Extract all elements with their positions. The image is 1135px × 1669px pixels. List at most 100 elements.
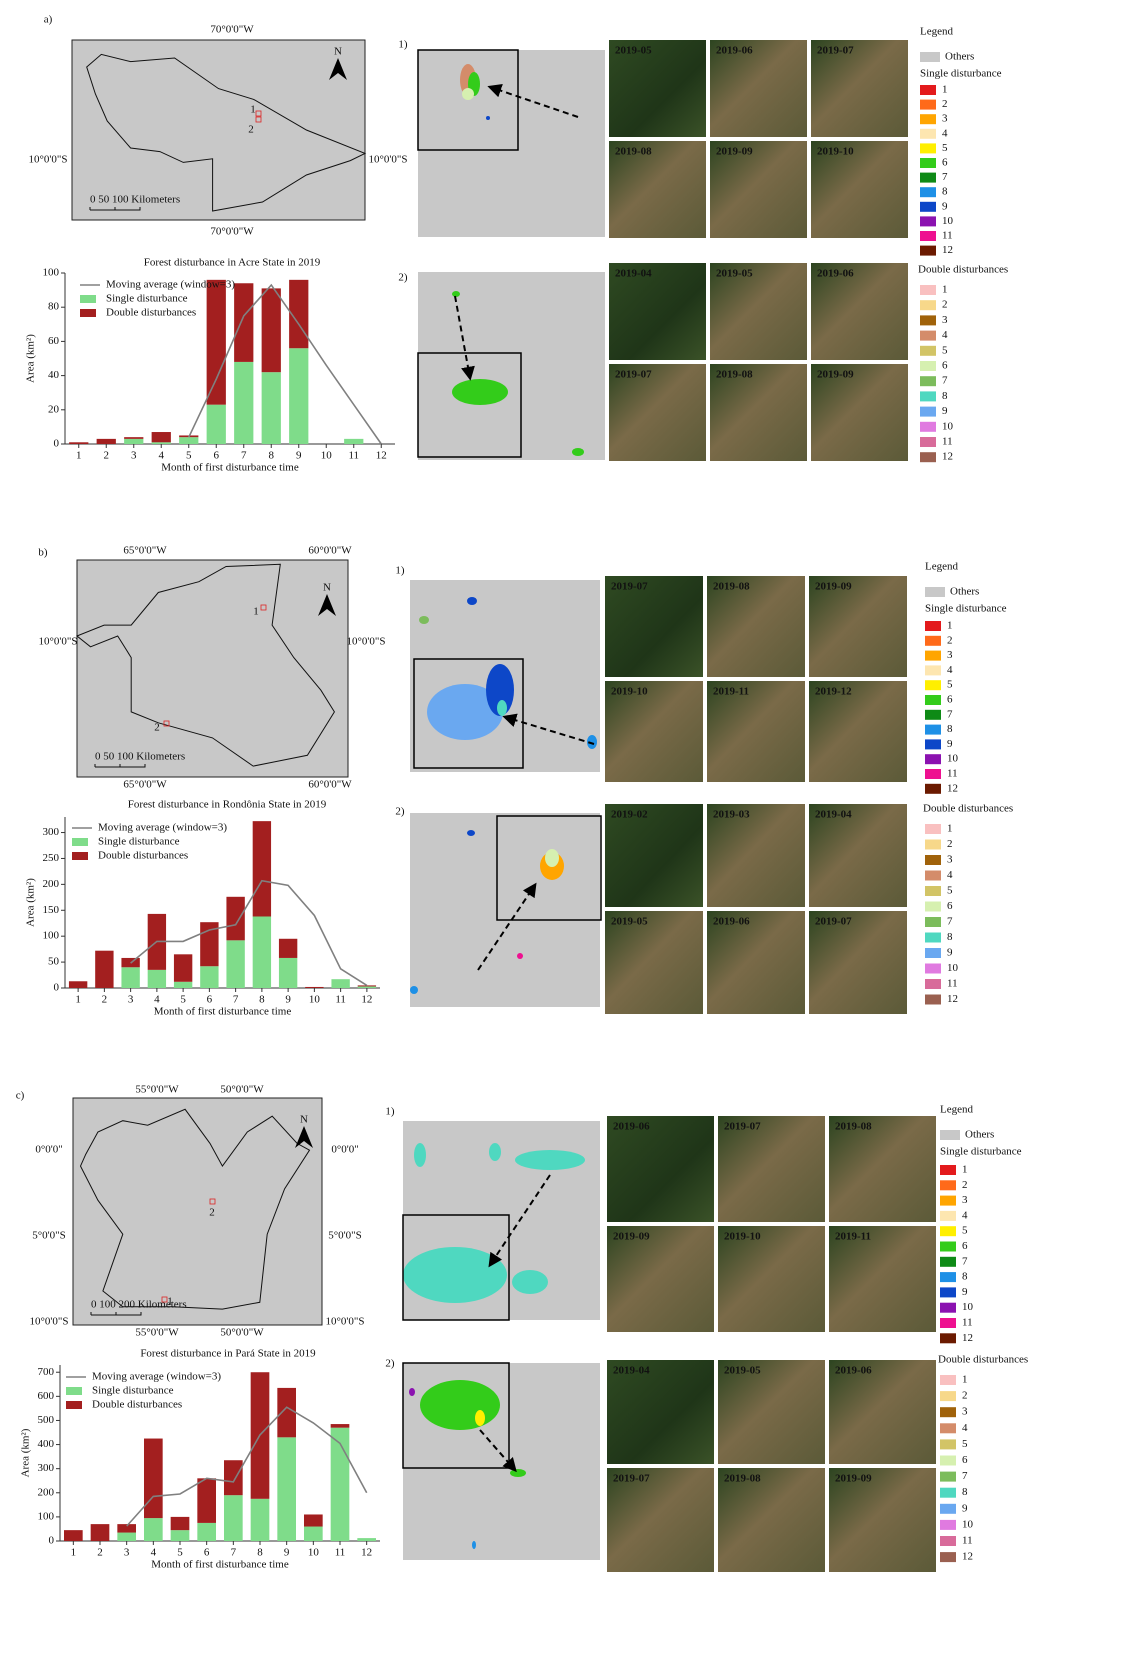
legend-swatch xyxy=(920,216,936,226)
x-tick-label: 3 xyxy=(131,450,137,462)
tile-date: 2019-02 xyxy=(611,809,648,821)
legend-label: Single disturbance xyxy=(92,1385,174,1397)
y-tick-label: 200 xyxy=(43,878,60,890)
legend-label: 1 xyxy=(947,620,953,632)
x-tick-label: 10 xyxy=(308,1547,320,1559)
legend-label: 4 xyxy=(942,127,948,139)
map-coordinate: 70°0'0"W xyxy=(210,24,254,36)
legend-swatch xyxy=(925,979,941,989)
bar xyxy=(262,288,281,372)
bar xyxy=(358,985,376,986)
legend-label: 8 xyxy=(962,1271,968,1283)
x-tick-label: 5 xyxy=(180,994,186,1006)
tile-date: 2019-04 xyxy=(613,1365,650,1377)
x-tick-label: 1 xyxy=(76,450,82,462)
legend-swatch xyxy=(940,1180,956,1190)
legend-swatch xyxy=(940,1439,956,1449)
x-tick-label: 7 xyxy=(231,1547,237,1559)
disturbance-patch xyxy=(472,1541,476,1549)
legend-label: 5 xyxy=(942,142,948,154)
panel-label: b) xyxy=(38,547,48,559)
bar xyxy=(251,1499,270,1541)
north-label: N xyxy=(323,582,331,594)
y-tick-label: 0 xyxy=(54,982,60,994)
legend-swatch xyxy=(920,129,936,139)
figure: a)70°0'0"W70°0'0"W10°0'0"S10°0'0"S0 50 1… xyxy=(0,0,1135,1669)
legend-label: 9 xyxy=(947,947,953,959)
legend-swatch xyxy=(925,784,941,794)
legend-label: 3 xyxy=(942,314,948,326)
legend-title: Legend xyxy=(940,1104,973,1116)
legend-swatch xyxy=(925,665,941,675)
bar xyxy=(148,970,166,988)
x-tick-label: 9 xyxy=(285,994,291,1006)
bar xyxy=(124,439,143,444)
legend-swatch xyxy=(920,300,936,310)
map-coordinate: 0°0'0" xyxy=(35,1144,62,1156)
legend-swatch xyxy=(920,114,936,124)
legend-heading: Double disturbances xyxy=(938,1354,1028,1366)
x-axis-label: Month of first disturbance time xyxy=(161,462,299,474)
tile-date: 2019-06 xyxy=(613,1121,650,1133)
legend-label: 4 xyxy=(947,664,953,676)
legend-swatch xyxy=(940,1472,956,1482)
x-tick-label: 12 xyxy=(361,994,372,1006)
tile-date: 2019-09 xyxy=(716,146,753,158)
disturbance-patch xyxy=(462,88,474,100)
site-label: 2 xyxy=(209,1207,215,1219)
legend-label: 7 xyxy=(942,375,948,387)
legend-swatch xyxy=(920,85,936,95)
y-tick-label: 300 xyxy=(43,826,60,838)
legend-label: 7 xyxy=(962,1255,968,1267)
tile-date: 2019-05 xyxy=(724,1365,761,1377)
map-coordinate: 10°0'0"S xyxy=(347,636,386,648)
disturbance-patch xyxy=(517,953,523,959)
bar xyxy=(69,442,88,444)
site-label: 1 xyxy=(253,606,259,618)
legend-swatch xyxy=(925,680,941,690)
bar xyxy=(226,897,244,941)
legend-label: 3 xyxy=(962,1194,968,1206)
disturbance-patch xyxy=(497,700,507,716)
legend-label: 3 xyxy=(962,1406,968,1418)
legend-label: 9 xyxy=(962,1502,968,1514)
legend-swatch xyxy=(940,1242,956,1252)
legend-swatch xyxy=(940,1407,956,1417)
y-tick-label: 100 xyxy=(38,1510,55,1522)
tile-date: 2019-07 xyxy=(815,916,852,928)
disturbance-patch xyxy=(510,1469,526,1477)
y-tick-label: 600 xyxy=(38,1390,55,1402)
bar xyxy=(121,967,139,988)
legend-swatch xyxy=(925,902,941,912)
tile-date: 2019-09 xyxy=(815,581,852,593)
legend-heading: Double disturbances xyxy=(918,264,1008,276)
disturbance-patch xyxy=(403,1247,507,1303)
legend-swatch xyxy=(72,838,88,846)
legend-label: 2 xyxy=(947,838,953,850)
bar xyxy=(226,940,244,988)
legend-swatch xyxy=(940,1130,960,1140)
bar xyxy=(171,1517,190,1530)
inset-label: 1) xyxy=(395,565,405,577)
legend-swatch xyxy=(920,231,936,241)
legend-label: 5 xyxy=(962,1438,968,1450)
map-coordinate: 60°0'0"W xyxy=(308,779,352,791)
x-tick-label: 12 xyxy=(361,1547,372,1559)
bar xyxy=(344,439,363,444)
legend-label: Double disturbances xyxy=(98,850,188,862)
disturbance-patch xyxy=(420,1380,500,1430)
bar xyxy=(207,405,226,444)
tile-date: 2019-07 xyxy=(611,581,648,593)
y-tick-label: 200 xyxy=(38,1486,55,1498)
legend-label: 10 xyxy=(947,962,959,974)
bar xyxy=(144,1439,163,1519)
legend-swatch xyxy=(920,437,936,447)
y-axis-label: Area (km²) xyxy=(25,334,37,383)
tile-date: 2019-07 xyxy=(613,1473,650,1485)
bar xyxy=(197,1523,216,1541)
bar xyxy=(289,348,308,444)
y-tick-label: 0 xyxy=(54,438,60,450)
y-tick-label: 250 xyxy=(43,852,60,864)
map-coordinate: 55°0'0"W xyxy=(135,1084,179,1096)
legend-label: 10 xyxy=(942,420,954,432)
